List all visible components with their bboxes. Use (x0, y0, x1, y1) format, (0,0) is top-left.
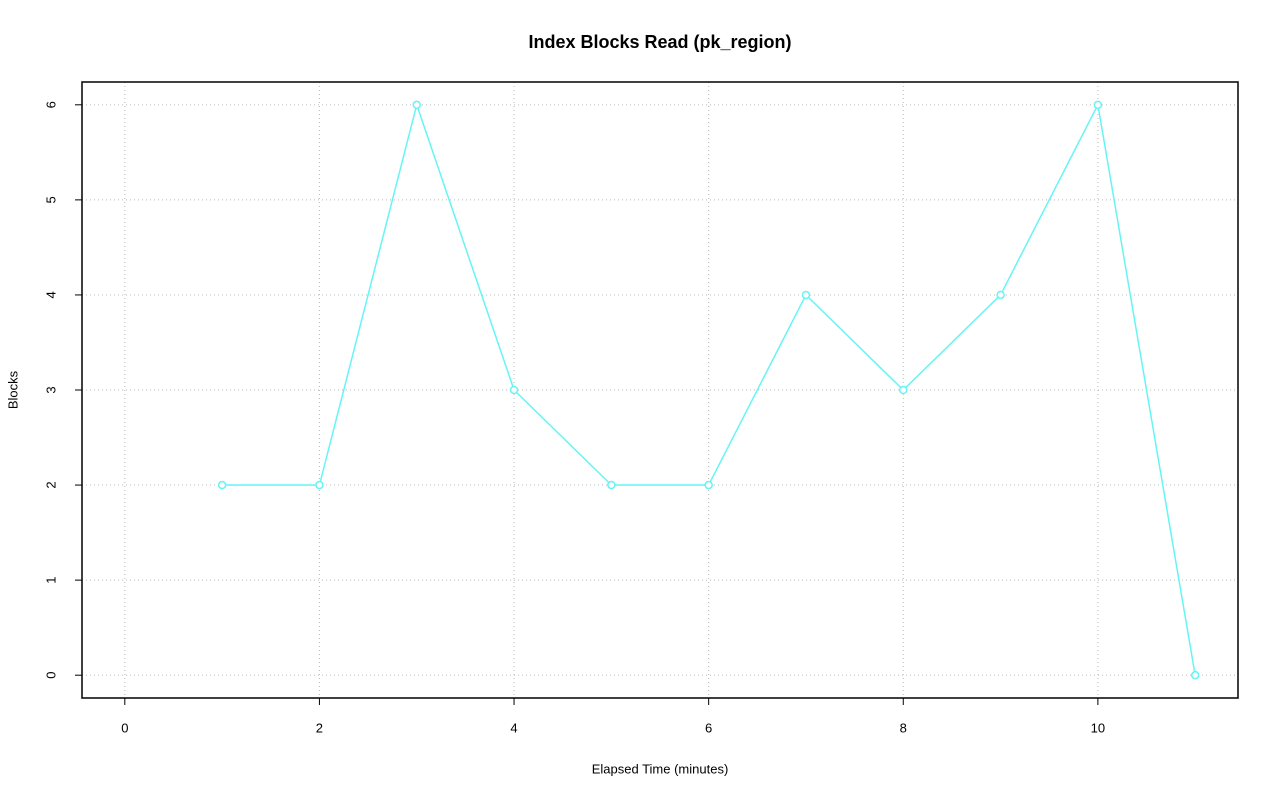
data-point (217, 480, 227, 490)
y-axis-label: Blocks (5, 370, 20, 409)
data-point (1093, 100, 1103, 110)
x-axis-label: Elapsed Time (minutes) (592, 761, 729, 776)
x-tick-label: 10 (1091, 720, 1105, 735)
x-tick-label: 6 (705, 720, 712, 735)
data-point (509, 385, 519, 395)
data-point (801, 290, 811, 300)
data-point (899, 385, 908, 395)
data-point (315, 480, 324, 490)
data-point (412, 100, 421, 110)
y-tick-label: 0 (43, 672, 58, 679)
data-point (607, 480, 616, 490)
data-point (1190, 670, 1200, 680)
chart-title: Index Blocks Read (pk_region) (528, 32, 791, 52)
y-tick-label: 6 (43, 101, 58, 108)
x-tick-label: 2 (316, 720, 323, 735)
y-tick-label: 3 (43, 386, 58, 393)
y-tick-label: 5 (43, 196, 58, 203)
x-tick-label: 0 (121, 720, 128, 735)
y-tick-label: 2 (43, 481, 58, 488)
y-tick-label: 1 (43, 577, 58, 584)
x-tick-label: 8 (900, 720, 907, 735)
plot-frame (81, 81, 1239, 699)
data-point (704, 480, 713, 490)
data-point (996, 290, 1005, 300)
x-tick-label: 4 (510, 720, 517, 735)
y-tick-label: 4 (43, 291, 58, 298)
